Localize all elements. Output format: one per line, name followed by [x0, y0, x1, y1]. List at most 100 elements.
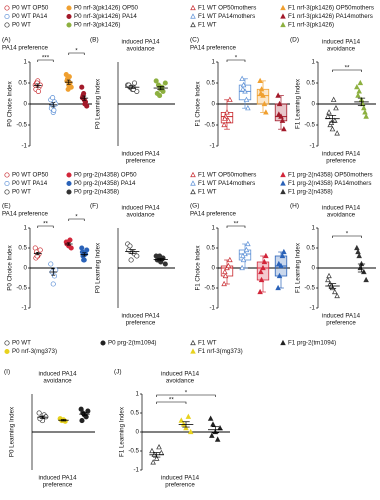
significance-label: ** — [234, 221, 239, 228]
legend-marker — [190, 171, 196, 178]
panel-title: PA14 preference — [190, 211, 237, 218]
y-axis-label: F1 Learning Index — [295, 78, 302, 129]
panel-title: PA14 preference — [190, 45, 237, 52]
bottom-annotation: induced PA14 — [121, 313, 160, 320]
data-point — [355, 92, 361, 98]
data-point — [240, 252, 246, 259]
data-point — [37, 416, 43, 422]
data-point — [209, 432, 215, 438]
y-tick-label: 1 — [24, 225, 28, 232]
data-point — [85, 408, 91, 414]
data-point — [276, 272, 283, 279]
panel-label: (J) — [114, 369, 122, 376]
data-point — [48, 261, 54, 267]
legend-marker — [190, 188, 196, 195]
y-tick-label: -1 — [133, 467, 139, 474]
panel-label: (F) — [90, 203, 98, 210]
box — [256, 261, 270, 281]
data-point — [221, 280, 227, 287]
data-point — [157, 93, 163, 99]
significance-bracket — [156, 401, 187, 404]
y-tick-label: 0 — [24, 101, 28, 108]
legend-marker — [4, 172, 10, 178]
data-point — [225, 262, 232, 269]
data-point — [243, 246, 250, 253]
legend-marker — [4, 5, 10, 11]
data-point — [240, 86, 246, 92]
bottom-annotation: preference — [326, 320, 356, 327]
data-point — [361, 105, 367, 111]
y-tick-label: -1 — [209, 305, 215, 312]
y-tick-label: 1 — [212, 225, 216, 232]
legend-label: P0 WT — [12, 189, 31, 196]
data-point — [263, 109, 269, 115]
y-axis-label: P0 Choice Index — [7, 80, 14, 126]
data-point — [245, 105, 251, 111]
y-tick-label: 0.5 — [18, 80, 27, 87]
y-tick-label: -1 — [21, 305, 27, 312]
data-point — [150, 459, 156, 465]
data-point — [276, 260, 282, 267]
legend-label: P0 WT OP50 — [12, 5, 49, 12]
data-point — [126, 247, 132, 253]
y-tick-label: 0.5 — [306, 245, 315, 252]
y-tick-label: 0.5 — [306, 80, 315, 87]
bottom-annotation: preference — [126, 320, 156, 327]
y-tick-label: 1 — [312, 225, 316, 232]
data-point — [157, 253, 163, 259]
y-tick-label: -0.5 — [16, 285, 27, 292]
data-point — [79, 418, 85, 424]
data-point — [51, 107, 57, 113]
significance-bracket — [226, 225, 246, 228]
data-point — [222, 268, 228, 275]
data-point — [325, 113, 331, 119]
legend-label: F1 WT — [198, 189, 217, 196]
data-point — [162, 80, 168, 86]
data-point — [227, 256, 233, 263]
top-annotation: avoidance — [327, 46, 356, 53]
legend-marker — [66, 189, 72, 195]
data-point — [275, 284, 281, 291]
data-point — [240, 256, 247, 263]
data-point — [332, 117, 338, 123]
legend-label: P0 WT — [12, 340, 31, 347]
data-point — [354, 244, 360, 251]
y-tick-label: -1 — [21, 143, 27, 150]
y-tick-label: -1 — [309, 305, 315, 312]
legend-label: P0 prg-2(n4358) — [74, 189, 119, 196]
data-point — [257, 288, 263, 295]
data-point — [239, 264, 245, 271]
data-point — [81, 90, 87, 97]
y-tick-label: -1 — [309, 143, 315, 150]
legend-label: P0 nrf-3(mg373) — [12, 348, 57, 355]
legend-label: P0 WT PA14 — [12, 180, 48, 187]
panel-title: PA14 preference — [2, 45, 49, 52]
data-point — [356, 252, 362, 259]
panel-label: (G) — [190, 203, 199, 210]
legend-label: F1 prg-2(n4358) PA14mothers — [288, 180, 371, 187]
panel-label: (C) — [190, 37, 199, 44]
legend-marker — [66, 180, 72, 187]
legend-marker — [66, 13, 72, 20]
data-point — [66, 74, 72, 80]
data-point — [239, 75, 245, 81]
data-point — [153, 455, 160, 461]
legend-marker — [190, 180, 196, 186]
data-point — [187, 428, 194, 435]
top-annotation: induced PA14 — [161, 371, 200, 378]
legend-marker — [190, 4, 196, 11]
data-point — [362, 109, 368, 115]
legend-marker — [280, 188, 286, 195]
data-point — [257, 77, 263, 84]
legend-marker — [100, 340, 106, 346]
top-annotation: avoidance — [126, 46, 155, 53]
data-point — [156, 444, 162, 450]
legend-marker — [280, 21, 286, 28]
data-point — [79, 84, 85, 90]
y-tick-label: -0.5 — [204, 285, 215, 292]
data-point — [325, 276, 331, 283]
legend-label: F1 WT — [198, 340, 217, 347]
data-point — [258, 276, 265, 283]
panel-label: (B) — [90, 37, 99, 44]
